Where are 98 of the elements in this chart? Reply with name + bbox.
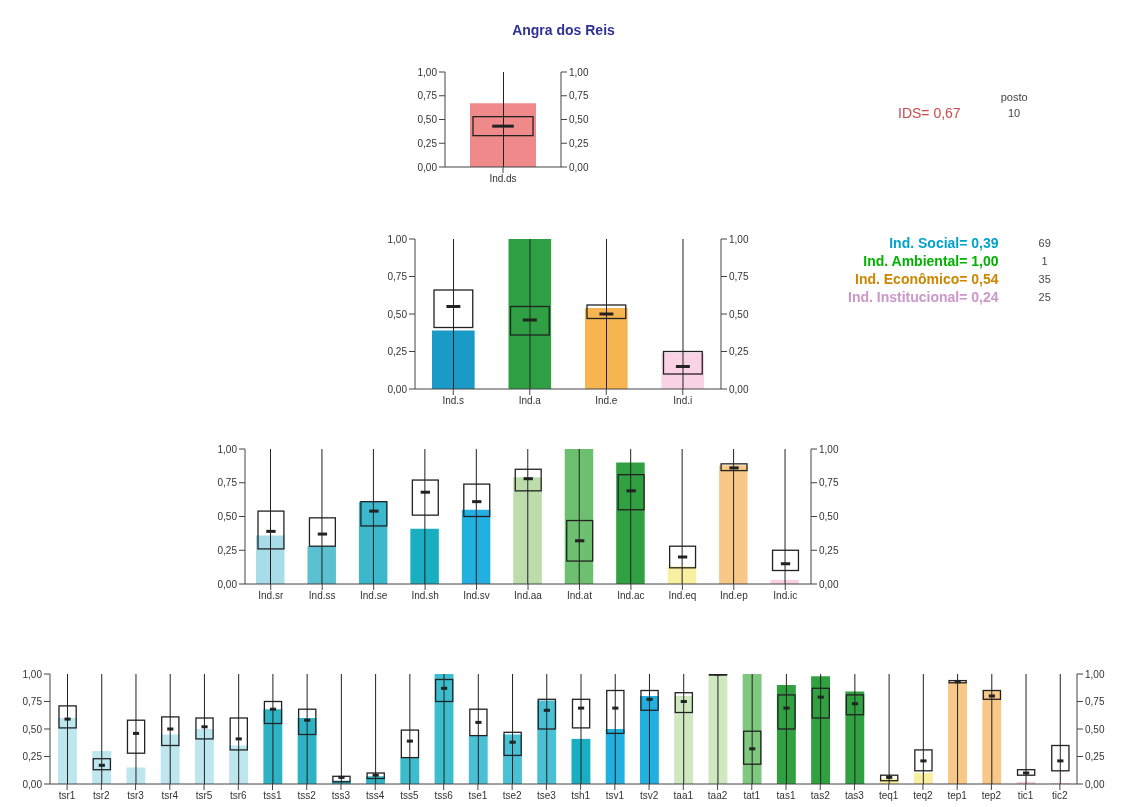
y2-tick-label: 0,75 [569, 90, 589, 102]
text: Ind. Social= 0,39 [888, 234, 999, 252]
x-tick-label: tss6 [434, 790, 454, 802]
y2-tick-label: 0,00 [1085, 778, 1105, 790]
y-tick-label: 1,00 [22, 668, 43, 680]
text: 35 [1037, 272, 1052, 287]
x-tick-label: tss4 [366, 790, 385, 802]
x-tick-label: tse3 [536, 790, 557, 802]
y-tick-label: 0,25 [387, 346, 408, 358]
y2-tick-label: 1,00 [819, 443, 839, 455]
text: posto [999, 90, 1029, 104]
x-tick-label: tsr2 [93, 790, 111, 802]
y-tick-label: 1,00 [217, 443, 238, 455]
y-tick-label: 1,00 [387, 233, 408, 245]
x-tick-label: tep2 [981, 790, 1002, 802]
y-tick-label: 0,50 [22, 723, 43, 735]
text: 69 [1037, 236, 1052, 251]
x-tick-label: tss1 [263, 790, 283, 802]
x-tick-label: Ind.at [566, 590, 593, 602]
x-tick-label: taa2 [707, 790, 728, 802]
x-tick-label: Ind.sv [463, 590, 490, 602]
text: Ind. Ambiental= 1,00 [862, 252, 999, 270]
y2-tick-label: 1,00 [1085, 668, 1105, 680]
text: 10 [1007, 106, 1022, 121]
x-tick-label: Ind.ic [773, 590, 798, 602]
x-tick-label: tsr3 [127, 790, 145, 802]
x-tick-label: tas3 [845, 790, 865, 802]
x-tick-label: tsr6 [229, 790, 248, 802]
y2-tick-label: 0,50 [569, 114, 589, 126]
x-tick-label: teq2 [913, 790, 934, 802]
y2-tick-label: 0,25 [1085, 751, 1105, 763]
x-tick-label: Ind.sr [258, 590, 284, 602]
x-tick-label: tas2 [810, 790, 831, 802]
x-tick-label: tsr1 [58, 790, 76, 802]
y2-tick-label: 0,00 [729, 383, 749, 395]
chart-title: Angra dos Reis [511, 22, 616, 38]
x-tick-label: Ind.a [518, 395, 542, 407]
y2-tick-label: 0,50 [1085, 723, 1105, 735]
x-tick-label: tsv1 [605, 790, 625, 802]
x-tick-label: tss2 [297, 790, 317, 802]
y2-tick-label: 0,25 [819, 544, 839, 556]
x-tick-label: Ind.ss [308, 590, 336, 602]
y2-tick-label: 0,50 [819, 511, 839, 523]
text: 1 [1040, 254, 1049, 269]
x-tick-label: tsr5 [195, 790, 213, 802]
x-tick-label: Ind.aa [514, 590, 543, 602]
x-tick-label: Ind.se [360, 590, 388, 602]
x-tick-label: tic1 [1017, 790, 1034, 802]
y-tick-label: 0,50 [387, 308, 408, 320]
text: 25 [1037, 290, 1052, 305]
x-tick-label: Ind.ds [489, 173, 517, 185]
x-tick-label: tss5 [400, 790, 420, 802]
y2-tick-label: 0,00 [819, 578, 839, 590]
x-tick-label: tsh1 [571, 790, 591, 802]
y-tick-label: 0,75 [417, 90, 438, 102]
y2-tick-label: 0,25 [729, 346, 749, 358]
y2-tick-label: 0,75 [819, 477, 839, 489]
y-tick-label: 0,25 [217, 544, 238, 556]
x-tick-label: teq1 [878, 790, 899, 802]
x-tick-label: Ind.i [673, 395, 693, 407]
x-tick-label: tse2 [502, 790, 523, 802]
y-tick-label: 0,75 [22, 696, 43, 708]
y-tick-label: 0,00 [217, 578, 238, 590]
text: IDS= 0,67 [898, 104, 961, 122]
x-tick-label: tep1 [947, 790, 968, 802]
y-tick-label: 0,50 [417, 114, 438, 126]
y2-tick-label: 0,50 [729, 308, 749, 320]
x-tick-label: taa1 [673, 790, 694, 802]
y-tick-label: 0,00 [417, 161, 438, 173]
y2-tick-label: 0,75 [1085, 696, 1105, 708]
y-tick-label: 1,00 [417, 66, 438, 78]
x-tick-label: tas1 [776, 790, 796, 802]
text: Ind. Econômico= 0,54 [854, 270, 999, 288]
y2-tick-label: 1,00 [729, 233, 749, 245]
x-tick-label: Ind.eq [668, 590, 697, 602]
y-tick-label: 0,25 [417, 137, 438, 149]
y-tick-label: 0,50 [217, 511, 238, 523]
x-tick-label: tat1 [743, 790, 761, 802]
y2-tick-label: 1,00 [569, 66, 589, 78]
y2-tick-label: 0,75 [729, 271, 749, 283]
x-tick-label: tss3 [331, 790, 351, 802]
x-tick-label: tse1 [468, 790, 488, 802]
y-tick-label: 0,75 [217, 477, 238, 489]
x-tick-label: tsv2 [639, 790, 659, 802]
x-tick-label: Ind.ep [719, 590, 749, 602]
y2-tick-label: 0,25 [569, 137, 589, 149]
y-tick-label: 0,75 [387, 271, 408, 283]
y-tick-label: 0,00 [22, 778, 43, 790]
text: Ind. Institucional= 0,24 [848, 288, 999, 306]
x-tick-label: Ind.s [442, 395, 465, 407]
x-tick-label: tsr4 [161, 790, 179, 802]
x-tick-label: Ind.e [595, 395, 618, 407]
y-tick-label: 0,00 [387, 383, 408, 395]
x-tick-label: Ind.ac [617, 590, 645, 602]
y-tick-label: 0,25 [22, 751, 43, 763]
x-tick-label: Ind.sh [411, 590, 439, 602]
y2-tick-label: 0,00 [569, 161, 589, 173]
x-tick-label: tic2 [1052, 790, 1069, 802]
